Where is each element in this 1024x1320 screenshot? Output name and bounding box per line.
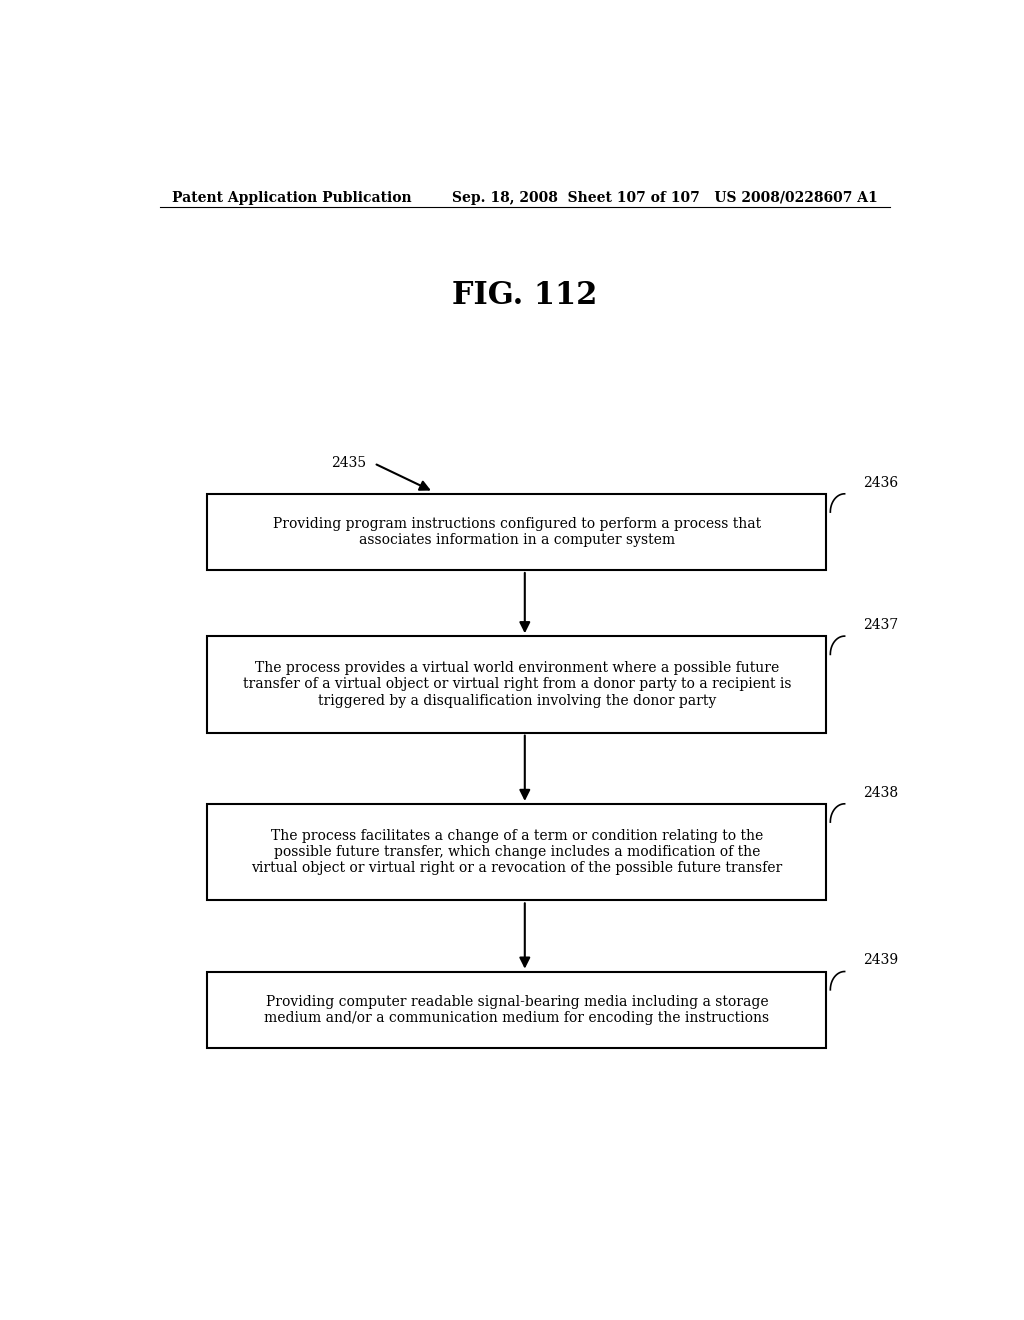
Text: The process provides a virtual world environment where a possible future
transfe: The process provides a virtual world env… [243,661,792,708]
FancyBboxPatch shape [207,494,826,570]
Text: The process facilitates a change of a term or condition relating to the
possible: The process facilitates a change of a te… [251,829,782,875]
Text: Sep. 18, 2008  Sheet 107 of 107   US 2008/0228607 A1: Sep. 18, 2008 Sheet 107 of 107 US 2008/0… [453,191,878,205]
FancyBboxPatch shape [207,804,826,900]
Text: 2437: 2437 [863,618,898,632]
Text: FIG. 112: FIG. 112 [453,280,597,312]
Text: 2439: 2439 [863,953,898,968]
Text: 2436: 2436 [863,475,898,490]
Text: 2435: 2435 [331,457,367,470]
FancyBboxPatch shape [207,972,826,1048]
Text: Providing program instructions configured to perform a process that
associates i: Providing program instructions configure… [272,517,761,546]
Text: Patent Application Publication: Patent Application Publication [172,191,412,205]
Text: Providing computer readable signal-bearing media including a storage
medium and/: Providing computer readable signal-beari… [264,994,769,1024]
FancyBboxPatch shape [207,636,826,733]
Text: 2438: 2438 [863,785,898,800]
